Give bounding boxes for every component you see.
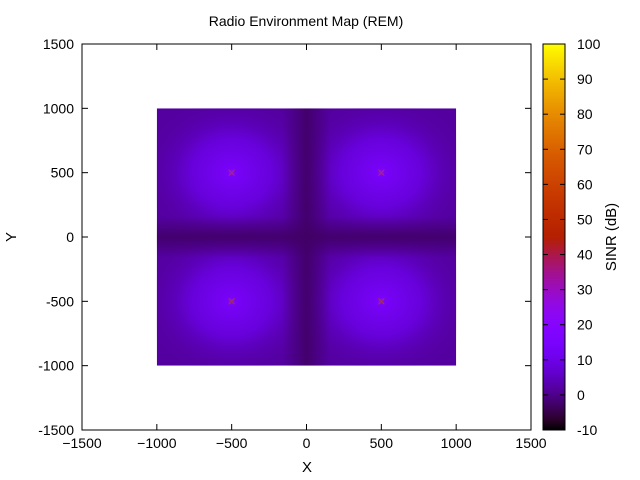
y-tick-label: -500 <box>46 293 74 309</box>
colorbar-tick-label: 40 <box>577 247 593 263</box>
heatmap-layer <box>156 108 457 366</box>
colorbar-label: SINR (dB) <box>603 203 620 271</box>
colorbar <box>542 43 566 431</box>
coverage-glow <box>156 108 322 250</box>
coverage-glow <box>291 108 457 250</box>
x-tick-label: 1000 <box>441 435 472 451</box>
colorbar-tick-label: 80 <box>577 106 593 122</box>
y-tick-label: 0 <box>66 229 74 245</box>
y-axis-label: Y <box>3 232 20 242</box>
y-tick-label: 500 <box>51 165 75 181</box>
coverage-glow <box>291 224 457 366</box>
colorbar-tick-label: 20 <box>577 317 593 333</box>
x-tick-label: −1000 <box>137 435 177 451</box>
x-tick-label: 1500 <box>515 435 546 451</box>
transmitter-marker <box>377 297 385 305</box>
x-tick-label: −1500 <box>62 435 102 451</box>
x-axis: −1500 −1000 −500 0 500 1000 1500 <box>62 44 547 451</box>
transmitter-markers <box>228 169 385 305</box>
colorbar-tick-label: 90 <box>577 71 593 87</box>
colorbar-tick-label: -10 <box>577 422 597 438</box>
colorbar-tick-label: 70 <box>577 141 593 157</box>
x-tick-label: 0 <box>303 435 311 451</box>
colorbar-tick-label: 10 <box>577 352 593 368</box>
x-tick-label: −500 <box>216 435 248 451</box>
colorbar-tick-label: 60 <box>577 176 593 192</box>
transmitter-marker <box>377 169 385 177</box>
coverage-glow <box>156 224 322 366</box>
y-tick-label: 1000 <box>43 100 74 116</box>
transmitter-marker <box>228 169 236 177</box>
y-axis: -1500 -1000 -500 0 500 1000 1500 <box>38 36 531 438</box>
x-tick-label: 500 <box>370 435 394 451</box>
colorbar-tick-label: 0 <box>577 387 585 403</box>
colorbar-tick-label: 30 <box>577 282 593 298</box>
x-axis-label: X <box>302 459 312 476</box>
interference-band-horizontal <box>156 216 457 258</box>
colorbar-axis: -10 0 10 20 30 40 50 60 70 80 90 100 <box>543 36 601 438</box>
colorbar-tick-label: 100 <box>577 36 601 52</box>
y-tick-label: -1500 <box>38 422 74 438</box>
y-tick-label: -1000 <box>38 358 74 374</box>
colorbar-tick-label: 50 <box>577 211 593 227</box>
y-tick-label: 1500 <box>43 36 74 52</box>
transmitter-marker <box>228 297 236 305</box>
chart-title: Radio Environment Map (REM) <box>209 13 404 29</box>
